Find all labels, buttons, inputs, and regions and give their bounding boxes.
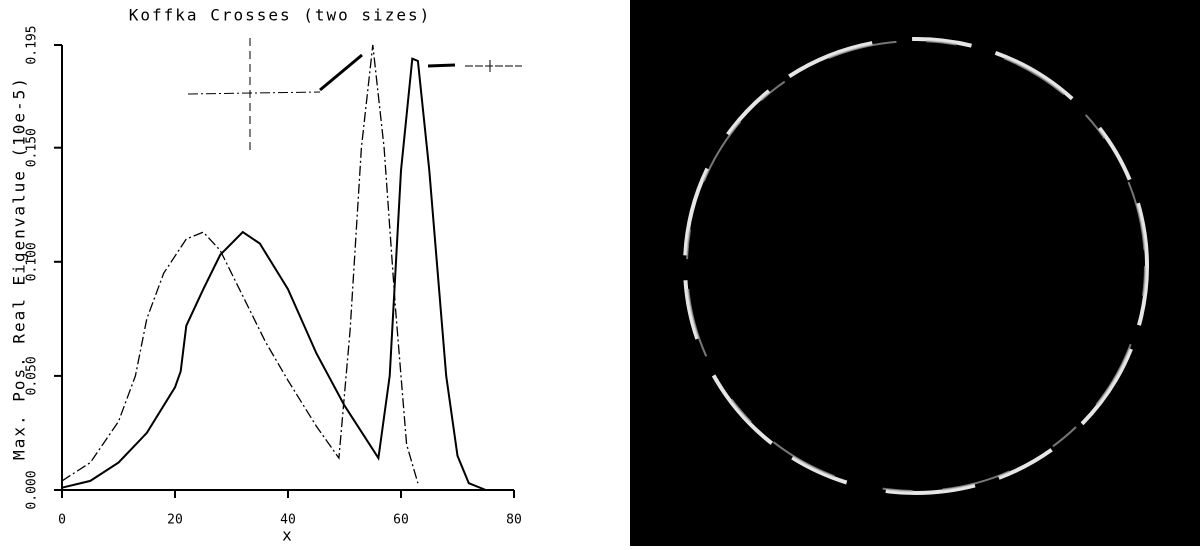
series-line xyxy=(62,45,418,483)
figure: Koffka Crosses (two sizes) x Max. Pos. R… xyxy=(0,0,1200,546)
legend-sample xyxy=(320,55,362,90)
image-background xyxy=(630,0,1200,546)
x-tick-label: 0 xyxy=(58,513,66,528)
x-tick-label: 80 xyxy=(506,513,522,528)
y-tick-label: 0.150 xyxy=(25,128,40,167)
x-tick-label: 20 xyxy=(167,513,183,528)
legend-sample xyxy=(428,65,455,66)
x-tick-label: 40 xyxy=(280,513,296,528)
y-tick-label: 0.100 xyxy=(25,242,40,281)
y-tick-label: 0.000 xyxy=(25,470,40,509)
legend-symbols xyxy=(188,38,522,155)
y-tick-label: 0.050 xyxy=(25,356,40,395)
x-axis-label: x xyxy=(282,526,294,545)
x-tick-label: 60 xyxy=(393,513,409,528)
legend-sample xyxy=(188,92,320,94)
y-tick-label: 0.195 xyxy=(25,25,40,64)
chart-title: Koffka Crosses (two sizes) xyxy=(129,6,431,25)
series-line xyxy=(62,59,486,490)
ring-image xyxy=(630,0,1200,546)
